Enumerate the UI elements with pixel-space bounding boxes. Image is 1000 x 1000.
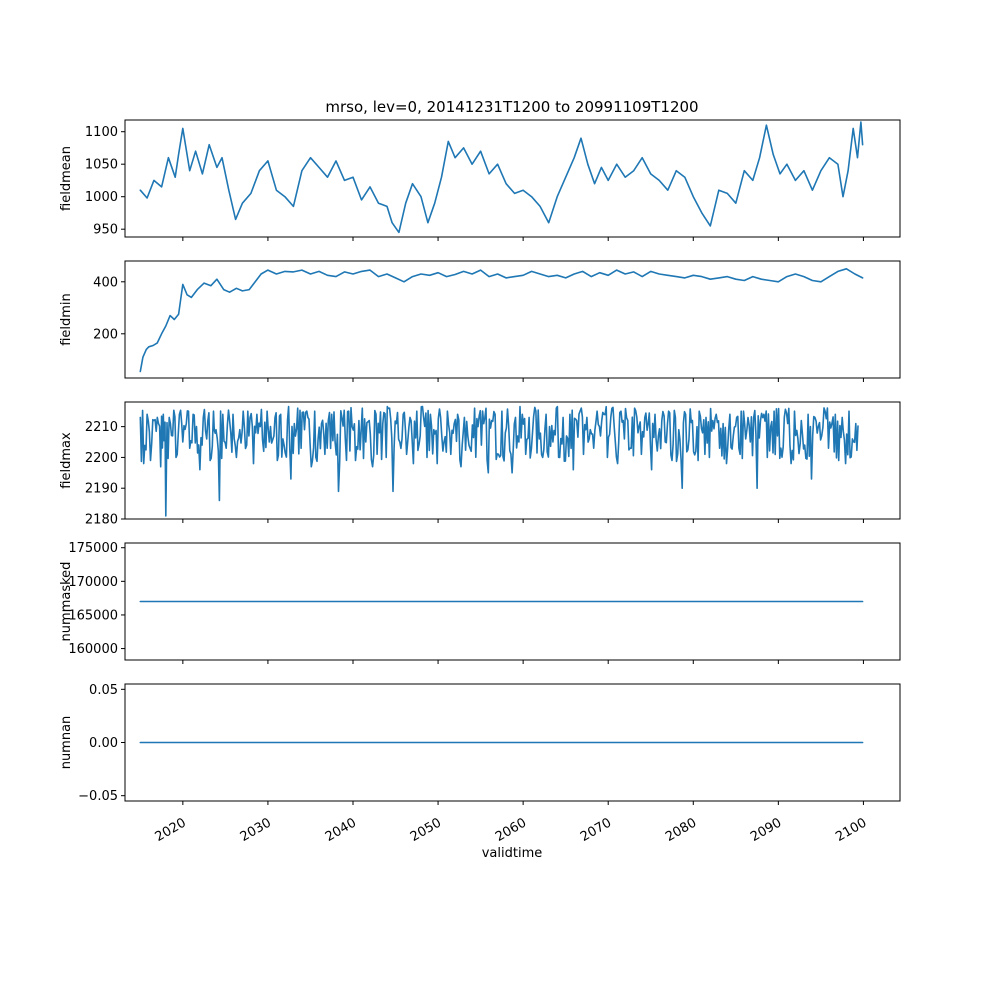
y-axis-label-nummasked: nummasked [59, 562, 74, 642]
y-tick-label-fieldmin: 400 [93, 275, 118, 290]
y-axis-label-fieldmin: fieldmin [59, 293, 74, 346]
y-axis-label-numnan: numnan [59, 716, 74, 770]
x-tick-label: 2020 [153, 815, 189, 845]
y-tick-label-fieldmax: 2190 [85, 482, 118, 497]
y-tick-label-fieldmax: 2210 [85, 420, 118, 435]
subplot-nummasked: 160000 165000 170000 175000 nummasked [59, 541, 901, 664]
x-tick-label: 2050 [408, 815, 444, 845]
subplot-stack: 950 1000 1050 1100 fieldmean 200 400 fieldmin 21… [59, 119, 901, 845]
y-tick-label-nummasked: 175000 [68, 541, 118, 556]
x-tick-label: 2060 [493, 815, 529, 845]
plot-frame-nummasked [124, 542, 901, 661]
x-tick-label: 2090 [748, 815, 784, 845]
y-tick-label-fieldmean: 1000 [85, 190, 118, 205]
subplot-fieldmean: 950 1000 1050 1100 fieldmean [59, 119, 901, 241]
y-tick-label-fieldmax: 2180 [85, 513, 118, 528]
y-tick-label-nummasked: 165000 [68, 608, 118, 623]
y-tick-label-fieldmean: 950 [93, 223, 118, 238]
chart-title: mrso, lev=0, 20141231T1200 to 20991109T1… [325, 98, 698, 116]
y-axis-label-fieldmean: fieldmean [59, 146, 74, 211]
x-tick-label: 2080 [663, 815, 699, 845]
y-axis-label-fieldmax: fieldmax [59, 432, 74, 489]
x-tick-label: 2040 [323, 815, 359, 845]
y-tick-label-fieldmean: 1050 [85, 158, 118, 173]
y-tick-label-numnan: 0.00 [89, 736, 118, 751]
x-tick-label: 2030 [238, 815, 274, 845]
y-tick-label-nummasked: 160000 [68, 642, 118, 657]
y-tick-label-fieldmin: 200 [93, 327, 118, 342]
series-line-fieldmax [139, 405, 859, 517]
y-tick-label-numnan: 0.05 [89, 683, 118, 698]
plot-frame-fieldmean [124, 119, 901, 238]
series-line-fieldmean [139, 121, 864, 234]
y-tick-label-numnan: −0.05 [78, 789, 118, 804]
x-tick-label: 2100 [833, 815, 869, 845]
y-tick-label-fieldmax: 2200 [85, 451, 118, 466]
series-line-fieldmin [139, 267, 864, 373]
y-tick-label-nummasked: 170000 [68, 575, 118, 590]
plot-frame-fieldmax [124, 401, 901, 520]
subplot-fieldmax: 2180 2190 2200 2210 fieldmax [59, 401, 901, 528]
plot-frame-fieldmin [124, 260, 901, 379]
x-tick-label: 2070 [578, 815, 614, 845]
y-tick-label-fieldmean: 1100 [85, 125, 118, 140]
x-axis-label: validtime [482, 846, 543, 861]
subplot-fieldmin: 200 400 fieldmin [59, 260, 901, 382]
subplot-numnan: −0.05 0.00 0.05 2020 2030 2040 2050 2060 2070 208… [59, 683, 901, 845]
